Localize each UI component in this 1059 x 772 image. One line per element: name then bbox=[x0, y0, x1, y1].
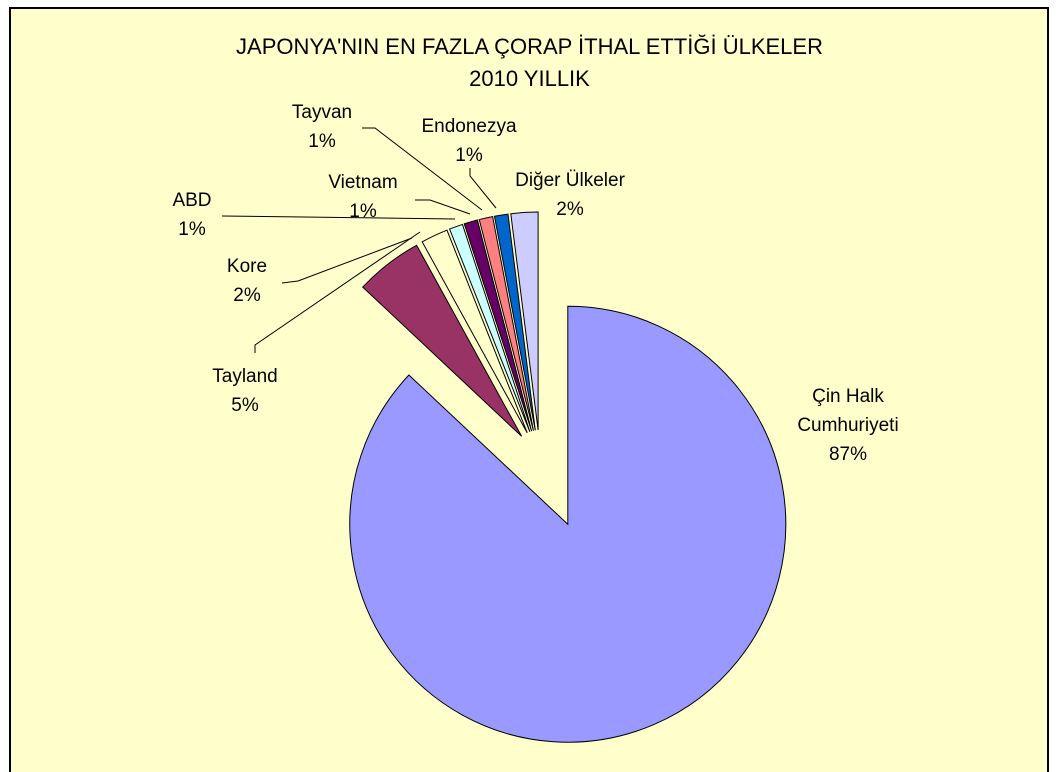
leader-line bbox=[221, 215, 456, 220]
pie-slice bbox=[463, 219, 533, 432]
slice-label: Endonezya 1% bbox=[399, 112, 539, 170]
pie-slice bbox=[349, 305, 787, 743]
slice-value: 2% bbox=[556, 199, 584, 220]
slice-name: Tayvan bbox=[291, 102, 353, 123]
slice-label: Kore 2% bbox=[177, 252, 317, 310]
slice-value: 1% bbox=[178, 219, 206, 240]
leader-line bbox=[415, 199, 471, 215]
leader-line bbox=[254, 231, 421, 353]
chart-title: JAPONYA'NIN EN FAZLA ÇORAP İTHAL ETTİĞİ … bbox=[236, 34, 823, 59]
slice-label: ABD 1% bbox=[122, 186, 262, 244]
slice-value: 87% bbox=[828, 444, 868, 465]
slice-value: 1% bbox=[349, 201, 377, 222]
slice-value: 5% bbox=[231, 395, 259, 416]
slice-name: Kore bbox=[226, 256, 268, 277]
leader-lines bbox=[221, 127, 497, 353]
pie-slice bbox=[493, 213, 536, 431]
slice-label: Tayland 5% bbox=[175, 362, 315, 420]
leader-line bbox=[362, 127, 483, 211]
pie-slice bbox=[510, 211, 539, 431]
chart-subtitle: 2010 YILLIK bbox=[469, 66, 590, 91]
pie-slice bbox=[448, 223, 531, 432]
slices bbox=[349, 211, 787, 743]
slice-name: Vietnam bbox=[328, 172, 398, 193]
slice-label: Diğer Ülkeler 2% bbox=[500, 166, 640, 224]
slice-name: Diğer Ülkeler bbox=[515, 170, 625, 191]
pie-slice bbox=[361, 244, 523, 437]
slice-value: 2% bbox=[233, 285, 261, 306]
slice-name: Tayland bbox=[212, 366, 278, 387]
slice-name: Çin Halk Cumhuriyeti bbox=[797, 386, 899, 436]
slice-value: 1% bbox=[455, 145, 483, 166]
slice-label: Tayvan 1% bbox=[252, 98, 392, 156]
pie-slice bbox=[478, 215, 534, 431]
pie-slice bbox=[421, 229, 528, 434]
slice-label: Vietnam 1% bbox=[293, 168, 433, 226]
leader-line bbox=[469, 168, 497, 209]
slice-label: Çin Halk Cumhuriyeti 87% bbox=[788, 382, 908, 469]
slice-value: 1% bbox=[308, 131, 336, 152]
leader-line bbox=[281, 237, 413, 284]
slice-name: Endonezya bbox=[421, 116, 517, 137]
slice-name: ABD bbox=[172, 190, 212, 211]
